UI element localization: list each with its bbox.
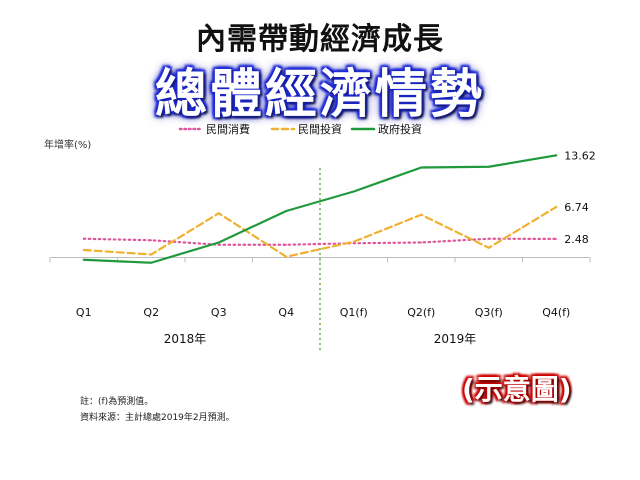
data-point — [487, 246, 490, 249]
series-line-3 — [82, 154, 558, 264]
x-tick-label: Q1(f) — [340, 306, 368, 319]
data-point — [285, 243, 288, 246]
y-axis-label: 年增率(%) — [44, 138, 91, 151]
legend-label-1: 民間消費 — [206, 122, 250, 136]
data-point — [150, 239, 153, 242]
data-point — [555, 206, 558, 208]
footnote: 註：(f)為預測值。 — [80, 397, 154, 407]
data-point — [217, 241, 220, 244]
source-note: 資料來源：主計總處2019年2月預測。 — [80, 413, 235, 423]
data-point — [217, 212, 220, 215]
data-point — [82, 249, 85, 251]
series-line-2 — [82, 205, 558, 258]
data-point — [352, 240, 355, 243]
data-point — [82, 237, 85, 240]
data-point — [555, 154, 558, 157]
x-tick-label: Q2(f) — [407, 306, 435, 319]
data-point — [420, 213, 423, 216]
end-value-label-2: 6.74 — [564, 201, 589, 214]
chart-title: 總體經濟情勢 — [154, 65, 485, 125]
x-tick-label: Q4(f) — [542, 306, 570, 319]
chart-subtitle: 內需帶動經濟成長 — [196, 22, 444, 57]
data-point — [487, 237, 490, 240]
data-point — [285, 255, 288, 258]
end-value-label-3: 13.62 — [564, 149, 596, 162]
year-group-label-1: 2018年 — [164, 332, 207, 346]
legend-label-3: 政府投資 — [378, 122, 422, 136]
end-value-label-1: 2.48 — [564, 233, 589, 246]
data-point — [150, 253, 153, 256]
data-point — [352, 242, 355, 245]
schematic-badge: (示意圖) — [462, 373, 572, 406]
data-point — [150, 261, 153, 264]
data-point — [82, 258, 85, 261]
data-point — [555, 238, 558, 240]
data-point — [285, 210, 288, 212]
x-tick-label: Q4 — [278, 306, 294, 319]
data-point — [420, 166, 423, 169]
year-group-label-2: 2019年 — [434, 332, 477, 346]
data-point — [487, 165, 490, 168]
data-point — [352, 190, 355, 193]
data-point — [217, 243, 220, 246]
series-line-1 — [82, 237, 558, 246]
x-tick-label: Q3 — [211, 306, 227, 319]
legend-label-2: 民間投資 — [298, 122, 342, 136]
x-tick-label: Q2 — [143, 306, 159, 319]
x-tick-label: Q3(f) — [475, 306, 503, 319]
data-point — [420, 241, 423, 244]
x-tick-label: Q1 — [76, 306, 92, 319]
